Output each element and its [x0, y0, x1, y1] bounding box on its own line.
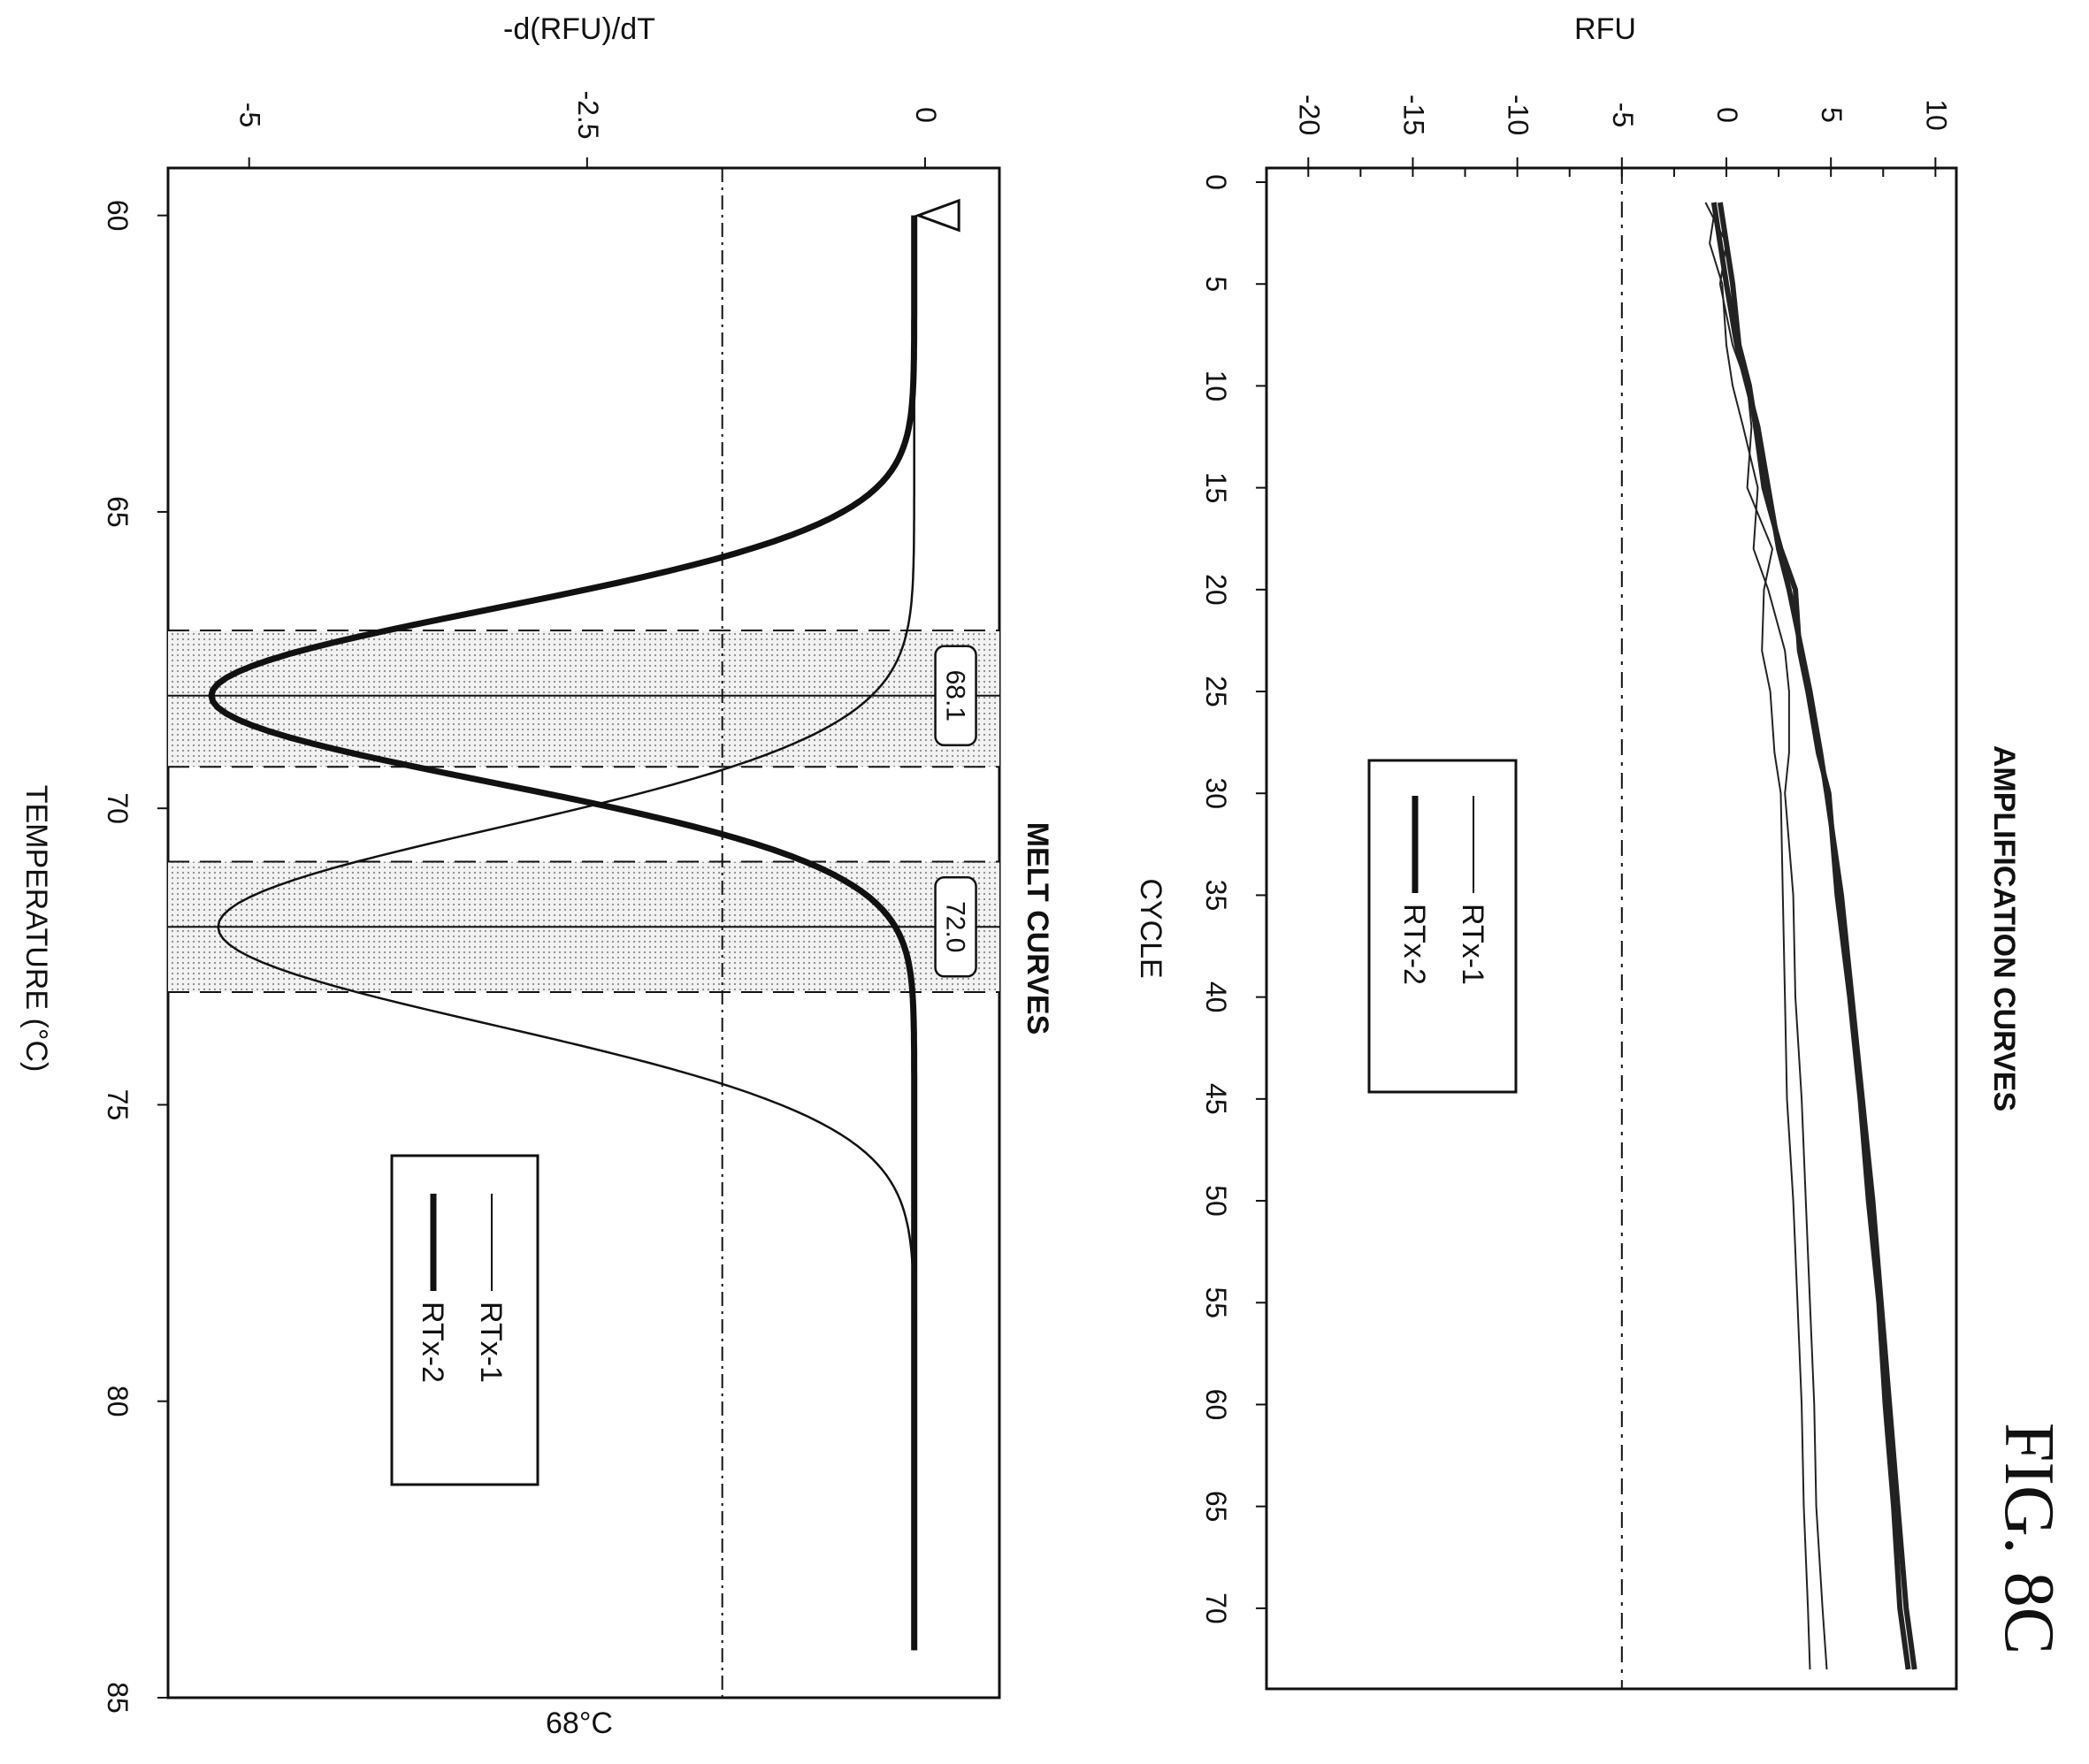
- amplification-x-ticks: 0 5 10 15 20 25 30 35 40 45 50 55 60 65 70: [1200, 174, 1266, 1624]
- amplification-x-tick-label: 40: [1200, 981, 1232, 1013]
- amplification-x-tick-label: 60: [1200, 1389, 1232, 1421]
- amplification-legend-rtx-2: RTx-2: [1397, 904, 1431, 985]
- melt-plot-contents: 68.1 72.0: [168, 168, 999, 1698]
- amplification-x-tick-label: 15: [1200, 472, 1232, 504]
- amplification-x-tick-label: 55: [1200, 1287, 1232, 1318]
- melt-x-tick-label: 60: [102, 200, 134, 232]
- melt-peak-label-box: [934, 876, 977, 978]
- melt-peak-label: 72.0: [941, 901, 970, 952]
- amplification-x-tick-label: 0: [1200, 174, 1232, 190]
- melt-peak-label: 68.1: [941, 670, 970, 722]
- melt-x-tick-label: 80: [102, 1386, 134, 1417]
- melt-y-tick-label: 0: [910, 107, 942, 123]
- melt-y-tick-label: -5: [234, 103, 266, 127]
- melt-legend: RTx-1 RTx-2: [390, 1154, 539, 1486]
- amplification-x-tick-label: 45: [1200, 1083, 1232, 1115]
- amplification-x-tick-label: 35: [1200, 880, 1232, 912]
- amplification-xlabel: CYCLE: [1134, 878, 1167, 978]
- melt-legend-rtx-1: RTx-1: [474, 1302, 508, 1383]
- melt-y-ticks: 0 -2.5 -5: [234, 90, 942, 168]
- amplification-legend-box: [1367, 759, 1518, 1094]
- amplification-ylabel: RFU: [1574, 12, 1636, 46]
- melt-x-tick-label: 65: [102, 496, 134, 528]
- melt-bottom-label: 68°C: [546, 1707, 613, 1740]
- amplification-y-tick-label: -5: [1607, 103, 1639, 127]
- melt-xlabel: TEMPERATURE (°C): [19, 785, 53, 1073]
- amplification-title: AMPLIFICATION CURVES: [1987, 745, 2021, 1111]
- melt-x-ticks: 60 65 70 75 80 85: [102, 200, 168, 1714]
- amplification-series-rtx-2-line: [1717, 202, 1911, 1670]
- amplification-x-tick-label: 50: [1200, 1185, 1232, 1217]
- amplification-series-rtx-1-line: [1709, 202, 1828, 1670]
- amplification-y-tick-label: 0: [1711, 107, 1743, 123]
- melt-title: MELT CURVES: [1021, 822, 1054, 1035]
- amplification-x-tick-label: 70: [1200, 1592, 1232, 1624]
- melt-chart: -d(RFU)/dT 0 -2.5 -5 68.1 72.0 60 65 70 75 80 85…: [19, 12, 1054, 1740]
- amplification-y-tick-label: -20: [1293, 95, 1325, 135]
- melt-x-tick-label: 85: [102, 1682, 134, 1714]
- amplification-x-tick-label: 25: [1200, 676, 1232, 707]
- melt-ylabel: -d(RFU)/dT: [503, 12, 655, 46]
- melt-y-tick-label: -2.5: [572, 90, 604, 139]
- amplification-x-tick-label: 30: [1200, 777, 1232, 809]
- amplification-y-tick-label: 5: [1816, 107, 1848, 123]
- amplification-x-tick-label: 5: [1200, 276, 1232, 292]
- melt-start-artifact: [914, 198, 960, 233]
- melt-x-tick-label: 75: [102, 1089, 134, 1121]
- amplification-plot-area: [1265, 166, 1958, 1691]
- amplification-legend-rtx-1: RTx-1: [1456, 904, 1489, 985]
- melt-curve-rtx-1: [217, 215, 915, 1651]
- amplification-y-tick-label: 10: [1920, 99, 1952, 131]
- amplification-y-tick-label: -15: [1397, 95, 1429, 135]
- amplification-y-ticks: -20 -15 -10 -5 0 5 10: [1293, 95, 1952, 168]
- amplification-legend: RTx-1 RTx-2: [1367, 759, 1518, 1094]
- amplification-x-tick-label: 65: [1200, 1491, 1232, 1523]
- amplification-series-rtx-2-line: [1710, 202, 1917, 1670]
- amplification-x-tick-label: 20: [1200, 574, 1232, 606]
- amplification-plot-contents: [1307, 168, 1937, 1689]
- melt-legend-rtx-2: RTx-2: [416, 1302, 449, 1383]
- figure-label: FIG. 8C: [1990, 1423, 2068, 1654]
- melt-peak-label-box: [934, 645, 977, 747]
- melt-legend-box: [390, 1154, 539, 1486]
- amplification-x-tick-label: 10: [1200, 370, 1232, 402]
- melt-x-tick-label: 70: [102, 792, 134, 824]
- amplification-chart: RFU -20 -15 -10 -5 0 5 10 0 5 10 15 20 25 30 35 40 45 50…: [1134, 12, 2068, 1691]
- amplification-y-tick-label: -10: [1503, 95, 1534, 135]
